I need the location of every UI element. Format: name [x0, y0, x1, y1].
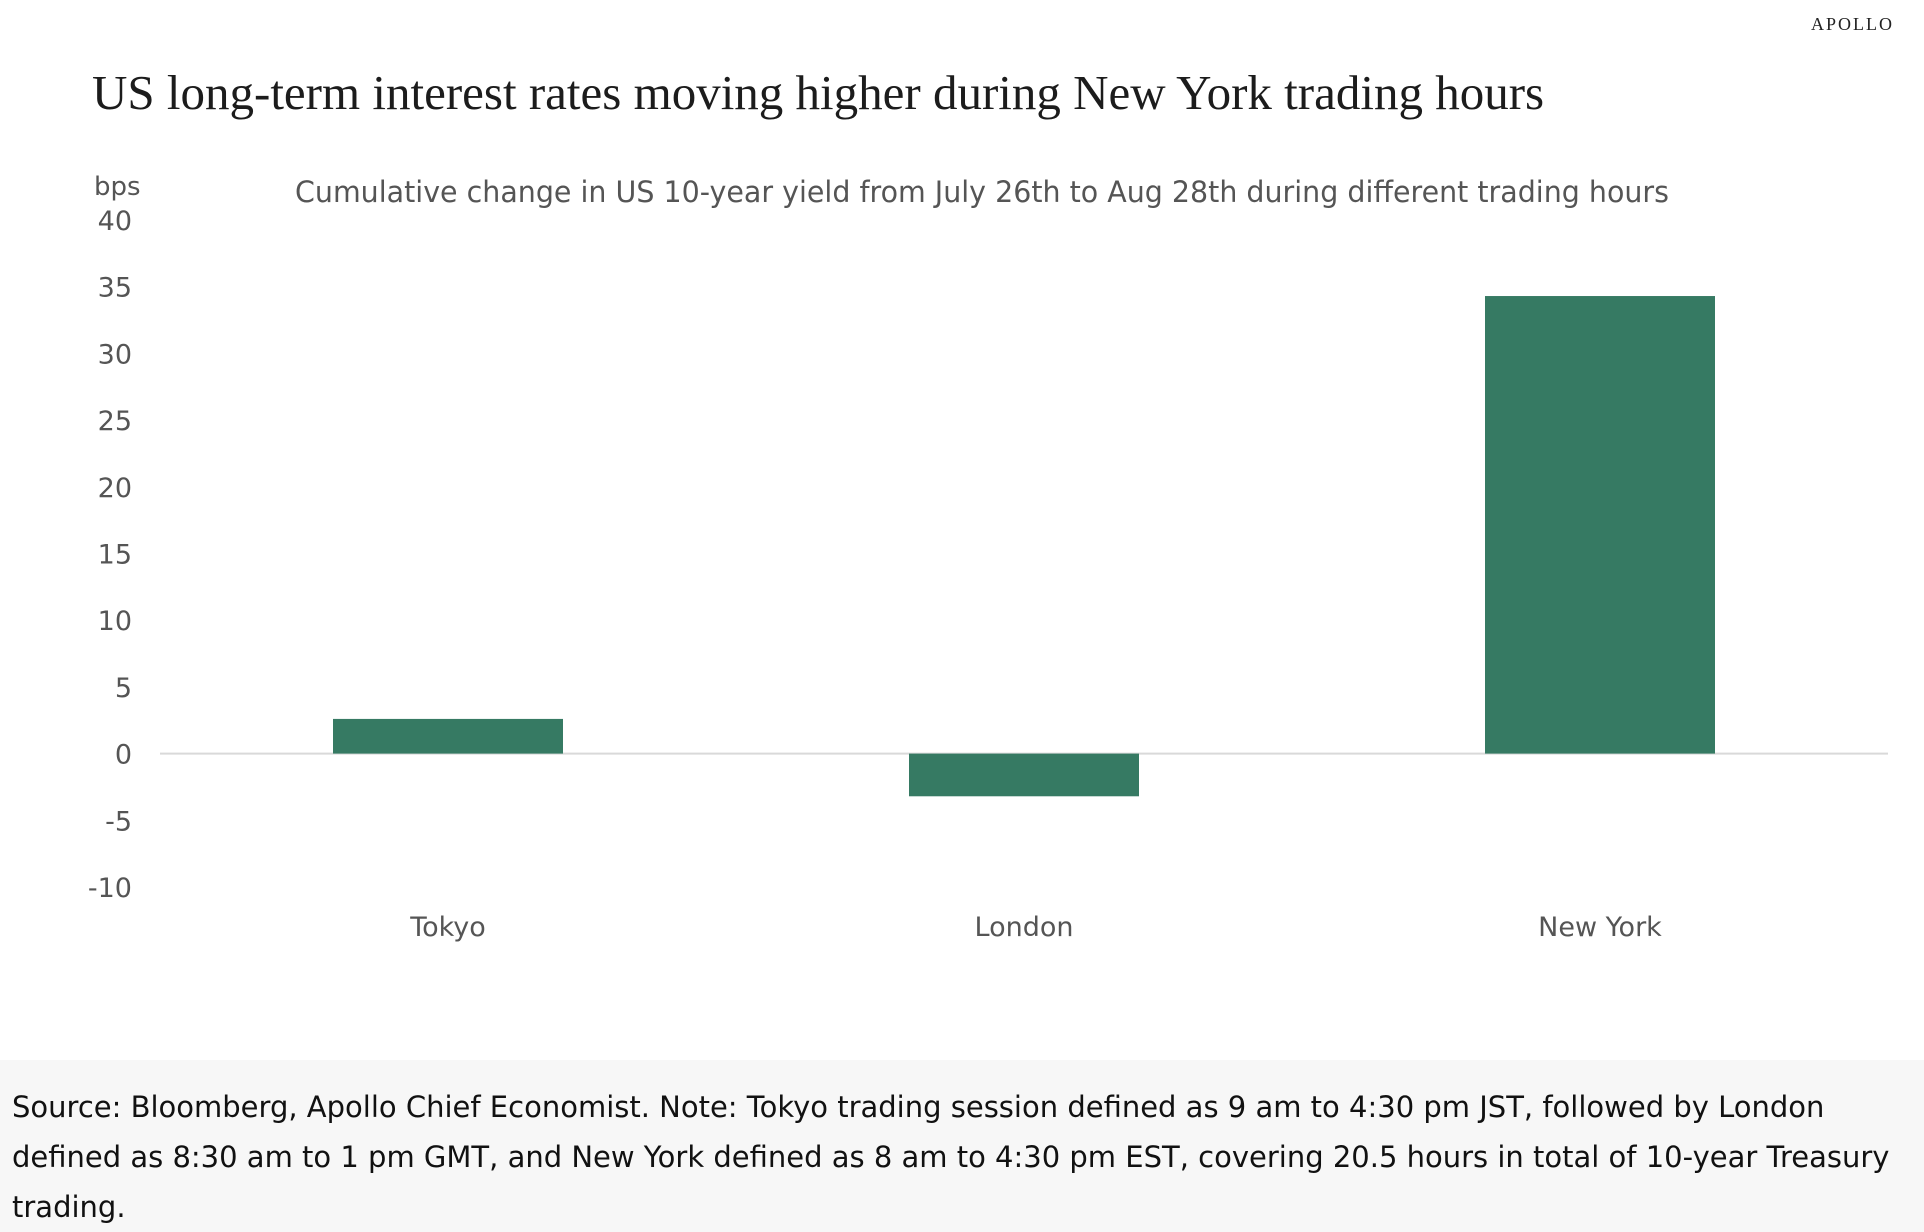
y-axis-unit-label: bps [94, 172, 141, 202]
x-tick-label-tokyo: Tokyo [409, 912, 486, 943]
bar-chart: bps Cumulative change in US 10-year yiel… [88, 172, 1888, 943]
x-axis-labels: Tokyo London New York [409, 912, 1662, 943]
bar-tokyo [333, 718, 563, 754]
bars [333, 296, 1715, 797]
y-tick-label: 5 [115, 673, 132, 704]
y-tick-label: 35 [98, 273, 132, 304]
y-tick-label: 10 [98, 606, 132, 637]
y-tick-label: -10 [88, 873, 132, 904]
y-tick-label: 25 [98, 406, 132, 437]
y-axis-ticks: 40 35 30 25 20 15 10 5 0 -5 -10 [88, 206, 132, 904]
bar-london [909, 753, 1139, 797]
x-tick-label-new-york: New York [1538, 912, 1662, 943]
source-note: Source: Bloomberg, Apollo Chief Economis… [0, 1060, 1924, 1232]
chart-title: US long-term interest rates moving highe… [92, 65, 1545, 120]
y-tick-label: 15 [98, 540, 132, 571]
y-tick-label: -5 [105, 806, 132, 837]
y-tick-label: 0 [115, 740, 132, 771]
chart-subtitle: Cumulative change in US 10-year yield fr… [295, 175, 1669, 209]
y-tick-label: 20 [98, 473, 132, 504]
y-tick-label: 30 [98, 339, 132, 370]
x-tick-label-london: London [975, 912, 1074, 943]
apollo-logo: APOLLO [1811, 14, 1894, 34]
bar-new-york [1485, 296, 1715, 754]
y-tick-label: 40 [98, 206, 132, 237]
